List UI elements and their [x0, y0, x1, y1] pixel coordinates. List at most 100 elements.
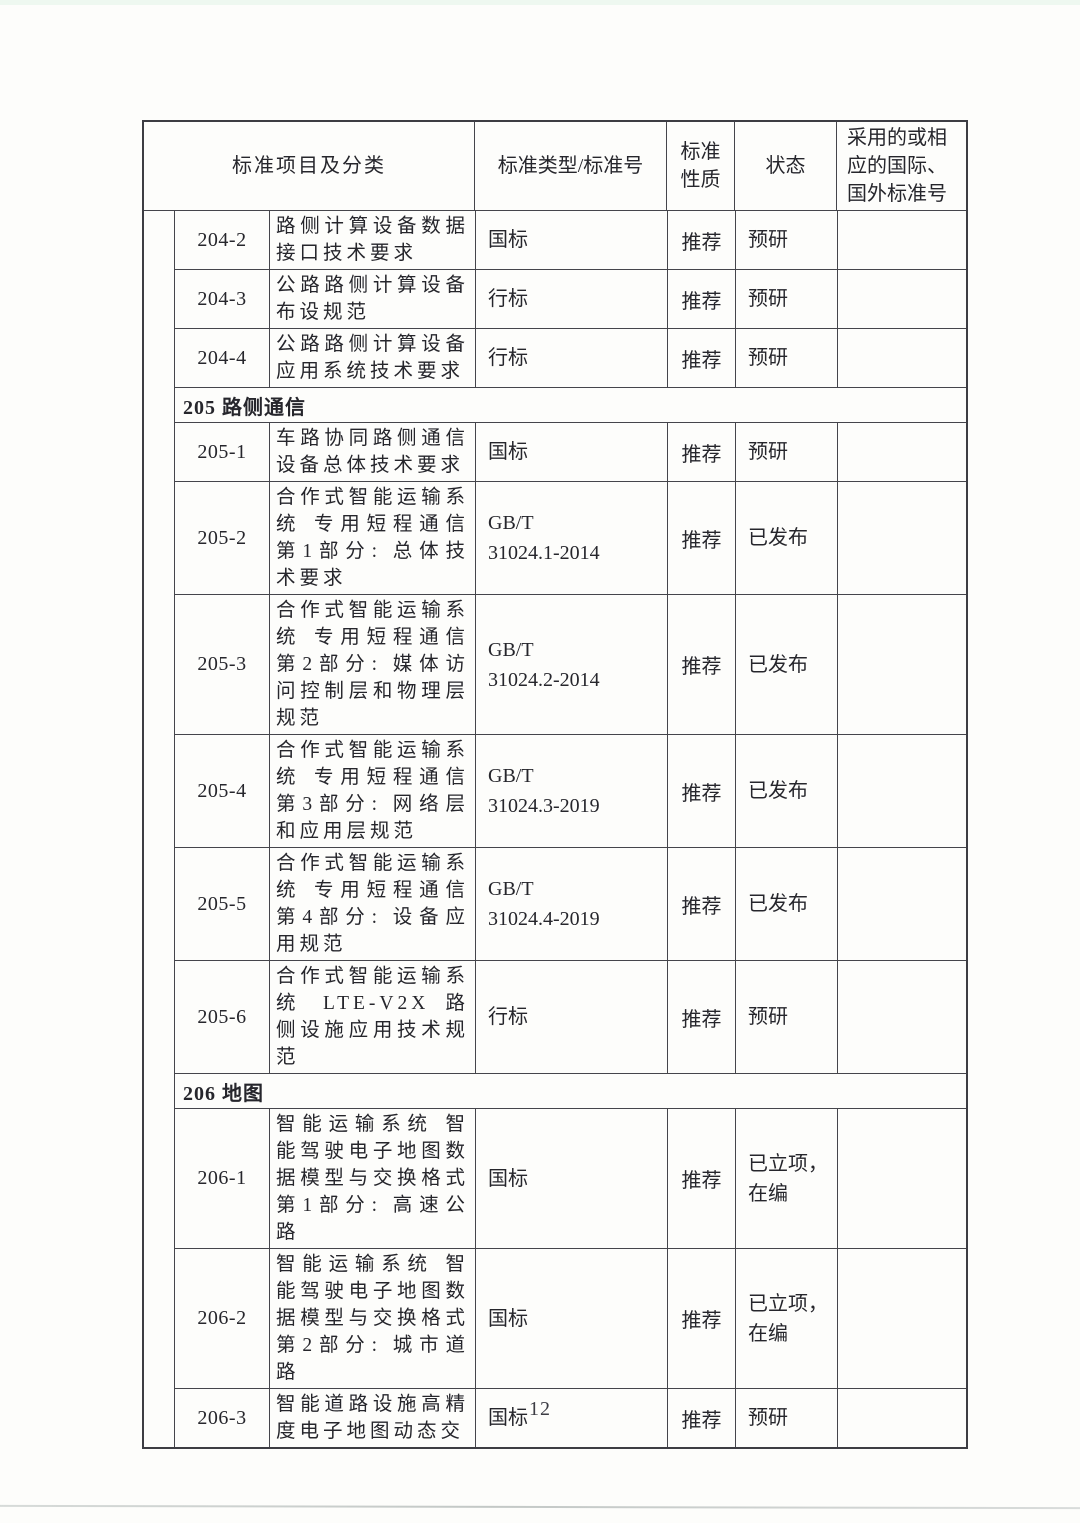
table-row: 204-2 路侧计算设备数据接口技术要求 国标 推荐 预研	[175, 211, 966, 270]
standard-title: 合作式智能运输系统 专用短程通信 第4部分: 设备应用规范	[270, 848, 476, 960]
scan-artifact-bottom	[0, 1504, 1080, 1510]
header-standard-type: 标准类型/标准号	[475, 122, 667, 210]
standard-type: 国标	[476, 423, 668, 481]
standard-status: 已发布	[736, 848, 838, 960]
standard-title: 合作式智能运输系统 专用短程通信 第1部分: 总体技术要求	[270, 482, 476, 594]
standard-status: 已发布	[736, 735, 838, 847]
standard-nature: 推荐	[668, 595, 736, 734]
standard-type: GB/T 31024.3-2019	[476, 735, 668, 847]
standard-title: 智能运输系统 智能驾驶电子地图数据模型与交换格式 第1部分: 高速公路	[270, 1109, 476, 1248]
intl-standard-ref	[838, 1109, 966, 1248]
standard-id: 206-3	[175, 1389, 270, 1447]
standard-nature: 推荐	[668, 1249, 736, 1388]
standard-id: 205-1	[175, 423, 270, 481]
standard-type: GB/T 31024.2-2014	[476, 595, 668, 734]
table-row: 204-3 公路路侧计算设备布设规范 行标 推荐 预研	[175, 270, 966, 329]
standard-type: 国标	[476, 1249, 668, 1388]
section-label: 205 路侧通信	[183, 396, 306, 419]
standard-type: 行标	[476, 329, 668, 387]
intl-standard-ref	[838, 1249, 966, 1388]
standard-id: 206-2	[175, 1249, 270, 1388]
standard-type: 行标	[476, 270, 668, 328]
standard-nature: 推荐	[668, 961, 736, 1073]
standard-id: 204-3	[175, 270, 270, 328]
standard-id: 204-2	[175, 211, 270, 269]
standard-nature: 推荐	[668, 270, 736, 328]
standard-status: 已发布	[736, 595, 838, 734]
standard-nature: 推荐	[668, 482, 736, 594]
standard-id: 206-1	[175, 1109, 270, 1248]
standard-id: 205-4	[175, 735, 270, 847]
standard-nature: 推荐	[668, 848, 736, 960]
standard-id: 205-2	[175, 482, 270, 594]
standards-table: 标准项目及分类 标准类型/标准号 标准 性质 状态 采用的或相 应的国际、 国外…	[142, 120, 968, 1449]
standard-status: 预研	[736, 329, 838, 387]
intl-standard-ref	[838, 595, 966, 734]
table-row: 205-2 合作式智能运输系统 专用短程通信 第1部分: 总体技术要求 GB/T…	[175, 482, 966, 595]
intl-standard-ref	[838, 961, 966, 1073]
header-intl-standard: 采用的或相 应的国际、 国外标准号	[847, 127, 947, 205]
standard-title: 合作式智能运输系统 专用短程通信 第2部分: 媒体访问控制层和物理层规范	[270, 595, 476, 734]
section-label: 206 地图	[183, 1082, 264, 1105]
intl-standard-ref	[838, 423, 966, 481]
standard-status: 已立项， 在编	[736, 1109, 838, 1248]
standard-nature: 推荐	[668, 1389, 736, 1447]
table-row: 205-5 合作式智能运输系统 专用短程通信 第4部分: 设备应用规范 GB/T…	[175, 848, 966, 961]
standard-status: 预研	[736, 270, 838, 328]
standard-type: 国标	[476, 1109, 668, 1248]
standard-type: GB/T 31024.4-2019	[476, 848, 668, 960]
header-status: 状态	[735, 122, 837, 210]
table-row: 205-4 合作式智能运输系统 专用短程通信 第3部分: 网络层和应用层规范 G…	[175, 735, 966, 848]
table-row: 206-1 智能运输系统 智能驾驶电子地图数据模型与交换格式 第1部分: 高速公…	[175, 1109, 966, 1249]
standard-status: 已立项， 在编	[736, 1249, 838, 1388]
standard-nature: 推荐	[668, 329, 736, 387]
intl-standard-ref	[838, 270, 966, 328]
standard-title: 合作式智能运输系统 专用短程通信 第3部分: 网络层和应用层规范	[270, 735, 476, 847]
standard-title: 合作式智能运输系统 LTE-V2X 路侧设施应用技术规范	[270, 961, 476, 1073]
standard-id: 205-5	[175, 848, 270, 960]
standard-status: 预研	[736, 423, 838, 481]
table-row: 205-3 合作式智能运输系统 专用短程通信 第2部分: 媒体访问控制层和物理层…	[175, 595, 966, 735]
table-rows: 204-2 路侧计算设备数据接口技术要求 国标 推荐 预研 204-3 公路路侧…	[175, 211, 966, 1447]
section-header-row: 205 路侧通信	[175, 388, 966, 423]
standard-title: 公路路侧计算设备布设规范	[270, 270, 476, 328]
scan-artifact-top	[0, 0, 1080, 5]
standard-title: 路侧计算设备数据接口技术要求	[270, 211, 476, 269]
standard-id: 205-6	[175, 961, 270, 1073]
intl-standard-ref	[838, 482, 966, 594]
standard-title: 智能运输系统 智能驾驶电子地图数据模型与交换格式 第2部分: 城市道路	[270, 1249, 476, 1388]
standard-type: GB/T 31024.1-2014	[476, 482, 668, 594]
section-header-row: 206 地图	[175, 1074, 966, 1109]
table-row: 204-4 公路路侧计算设备应用系统技术要求 行标 推荐 预研	[175, 329, 966, 388]
standard-nature: 推荐	[668, 735, 736, 847]
standard-id: 205-3	[175, 595, 270, 734]
standard-status: 预研	[736, 1389, 838, 1447]
intl-standard-ref	[838, 211, 966, 269]
standard-type: 国标	[476, 1389, 668, 1447]
standard-status: 预研	[736, 211, 838, 269]
standard-title: 智能道路设施高精度电子地图动态交	[270, 1389, 476, 1447]
intl-standard-ref	[838, 848, 966, 960]
table-row: 205-1 车路协同路侧通信设备总体技术要求 国标 推荐 预研	[175, 423, 966, 482]
table-body: 204-2 路侧计算设备数据接口技术要求 国标 推荐 预研 204-3 公路路侧…	[144, 211, 966, 1447]
standard-title: 公路路侧计算设备应用系统技术要求	[270, 329, 476, 387]
standard-title: 车路协同路侧通信设备总体技术要求	[270, 423, 476, 481]
standard-nature: 推荐	[668, 1109, 736, 1248]
table-row: 206-3 智能道路设施高精度电子地图动态交 国标 推荐 预研	[175, 1389, 966, 1447]
standard-type: 行标	[476, 961, 668, 1073]
left-gutter-cell	[144, 211, 175, 1447]
standard-id: 204-4	[175, 329, 270, 387]
table-row: 205-6 合作式智能运输系统 LTE-V2X 路侧设施应用技术规范 行标 推荐…	[175, 961, 966, 1074]
intl-standard-ref	[838, 735, 966, 847]
header-standard-nature: 标准 性质	[667, 122, 735, 210]
header-project-category: 标准项目及分类	[144, 122, 475, 210]
standard-status: 已发布	[736, 482, 838, 594]
standard-nature: 推荐	[668, 423, 736, 481]
table-row: 206-2 智能运输系统 智能驾驶电子地图数据模型与交换格式 第2部分: 城市道…	[175, 1249, 966, 1389]
standard-status: 预研	[736, 961, 838, 1073]
intl-standard-ref	[838, 329, 966, 387]
table-header-row: 标准项目及分类 标准类型/标准号 标准 性质 状态 采用的或相 应的国际、 国外…	[144, 122, 966, 211]
page-number: 12	[529, 1398, 551, 1420]
standard-nature: 推荐	[668, 211, 736, 269]
